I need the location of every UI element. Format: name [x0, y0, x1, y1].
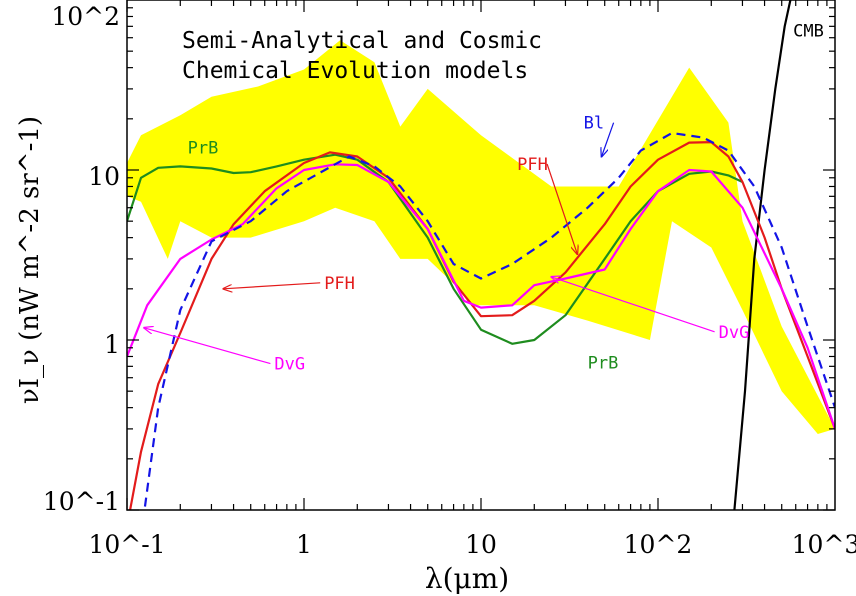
annotation-arrow-4 — [144, 328, 271, 365]
annotation-label-7: CMB — [793, 22, 824, 42]
series-line-bl — [143, 131, 835, 510]
chart-title-line-2: Chemical Evolution models — [182, 58, 528, 84]
x-tick-label-2: 10 — [465, 530, 497, 559]
x-tick-label-4: 10^3 — [792, 530, 856, 559]
y-tick-label-0: 10^-1 — [43, 487, 120, 516]
x-axis-label: λ(μm) — [425, 562, 509, 595]
series-line-pfh — [128, 141, 835, 510]
annotation-arrow-2 — [223, 282, 321, 289]
series-line-dvg — [127, 163, 835, 430]
x-tick-labels: 10^-1 1 10 10^2 10^3 — [88, 530, 856, 559]
y-tick-label-1: 1 — [104, 330, 120, 359]
annotation-layer: PrB PrB PFH PFH DvG DvG Bl CMB — [144, 22, 824, 375]
annotation-label-0: PrB — [188, 139, 219, 159]
annotation-label-5: DvG — [719, 323, 750, 343]
y-axis-label: νI_ν (nW m^-2 sr^-1) — [15, 116, 45, 404]
y-tick-labels: 10^-1 1 10 10^2 — [43, 2, 120, 516]
chart-title-line-1: Semi-Analytical and Cosmic — [182, 28, 542, 54]
x-tick-label-3: 10^2 — [624, 530, 693, 559]
annotation-label-2: PFH — [324, 274, 355, 294]
annotation-label-3: PFH — [517, 155, 548, 175]
series-line-cmb — [733, 0, 792, 510]
x-tick-label-1: 1 — [296, 530, 312, 559]
annotation-arrow-6 — [602, 122, 615, 157]
series-layer — [127, 0, 835, 510]
annotation-arrow-5 — [551, 277, 715, 333]
x-tick-label-0: 10^-1 — [88, 530, 165, 559]
y-tick-label-3: 10^2 — [51, 2, 120, 31]
annotation-label-1: PrB — [588, 354, 619, 374]
model-range-band — [127, 40, 835, 434]
y-tick-label-2: 10 — [88, 162, 120, 191]
annotation-arrow-3 — [546, 163, 577, 254]
band-layer — [127, 40, 835, 434]
axes-layer — [126, 0, 836, 511]
annotation-label-6: Bl — [584, 114, 604, 134]
annotation-label-4: DvG — [274, 355, 305, 375]
